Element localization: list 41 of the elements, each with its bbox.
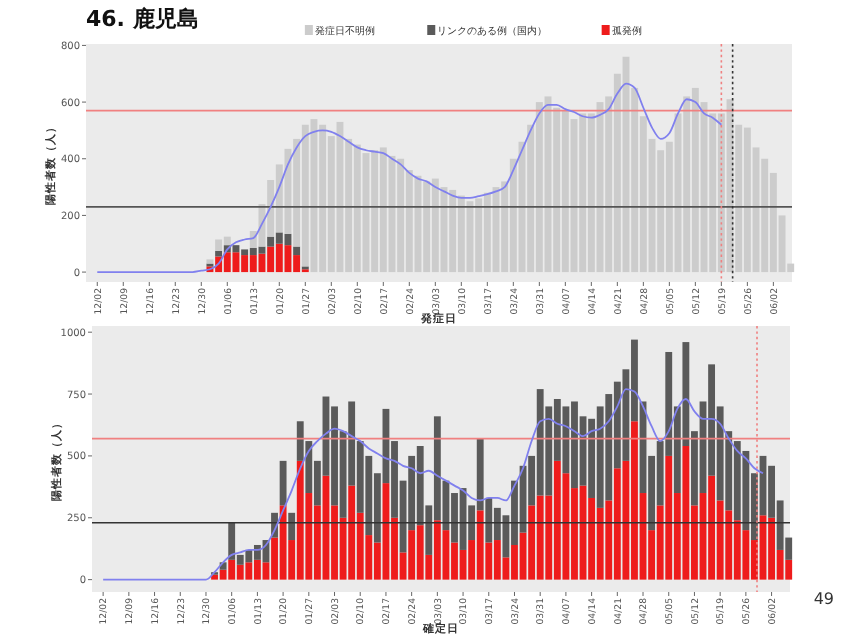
bar <box>223 252 231 273</box>
bar <box>249 248 257 256</box>
bar <box>613 468 621 580</box>
bar <box>267 236 275 247</box>
line-series <box>96 82 723 273</box>
bar <box>245 562 253 580</box>
bar <box>232 245 240 253</box>
bar <box>536 495 544 580</box>
bar <box>236 564 244 580</box>
bar <box>553 460 561 580</box>
bar <box>284 245 292 273</box>
bar <box>493 540 501 580</box>
bar <box>249 255 257 273</box>
bar <box>301 124 309 267</box>
bar <box>348 485 356 580</box>
bar <box>232 252 240 273</box>
bar <box>253 559 261 580</box>
bar <box>215 250 223 257</box>
bar <box>293 246 301 256</box>
line-series <box>102 388 764 581</box>
bar <box>682 446 690 580</box>
bar <box>258 253 266 273</box>
text: 49 <box>813 590 834 608</box>
bar <box>275 243 283 273</box>
bar <box>433 520 441 580</box>
bar <box>284 233 292 246</box>
bar <box>665 455 673 580</box>
bar <box>708 475 716 580</box>
bar <box>228 559 236 580</box>
bar <box>258 246 266 254</box>
bar <box>476 510 484 580</box>
bar <box>215 239 223 251</box>
bar <box>228 522 236 560</box>
bar <box>416 525 424 580</box>
bar <box>296 460 304 580</box>
bar <box>279 505 287 580</box>
chart-title: 46. 鹿児島 <box>86 6 199 32</box>
bar <box>408 530 416 580</box>
bar <box>223 236 231 246</box>
bar <box>279 460 287 506</box>
bar <box>275 232 283 244</box>
